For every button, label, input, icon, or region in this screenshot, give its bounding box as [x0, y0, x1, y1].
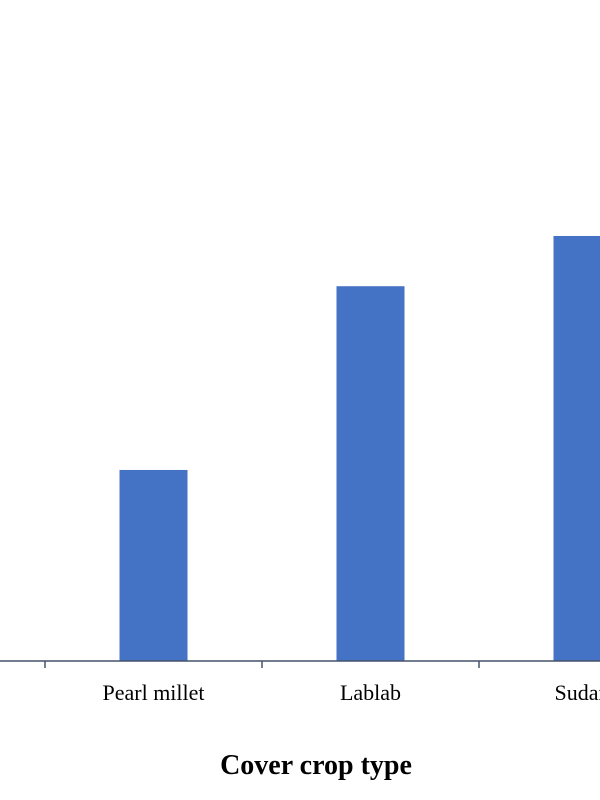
bar — [119, 469, 188, 661]
x-tick-label: Pearl millet — [102, 680, 204, 705]
bar — [336, 286, 405, 661]
x-tick-label: Lablab — [340, 680, 401, 705]
x-tick-label: Sudang — [555, 680, 600, 705]
x-axis-title: Cover crop type — [220, 750, 412, 781]
bar — [553, 235, 600, 662]
